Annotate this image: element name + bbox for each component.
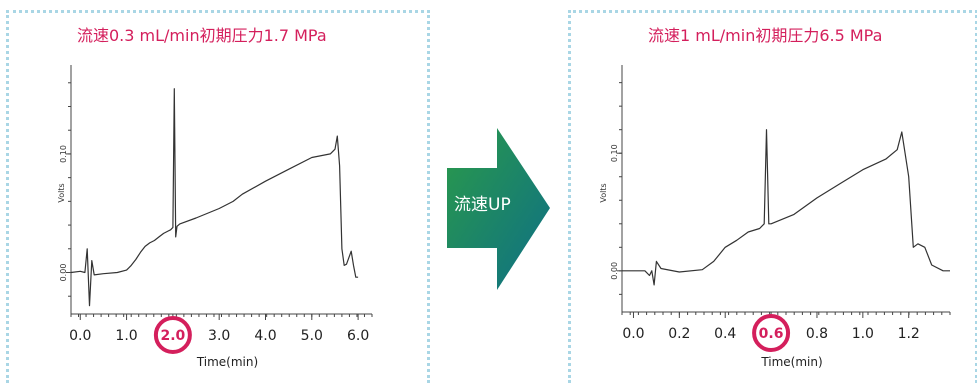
chromatogram-right: 0.0 0.2 0.4 0.6 0.8 1.0 1.2 0.00 0.10 Volts Time(m… xyxy=(599,65,951,369)
x-tick-label: 0.2 xyxy=(668,326,690,342)
x-tick-label: 0.0 xyxy=(69,328,91,344)
x-axis-title: Time(min) xyxy=(760,355,822,369)
y-axis-title: Volts xyxy=(57,183,66,202)
y-tick-label: 0.10 xyxy=(610,144,619,162)
x-tick-label: 4.0 xyxy=(254,328,276,344)
highlight-tick-label: 2.0 xyxy=(160,328,185,344)
chromatogram-left: 0.0 1.0 2.0 3.0 4.0 5.0 6.0 0.00 0.10 Volts Time(m… xyxy=(57,65,373,369)
x-tick-label: 0.4 xyxy=(714,326,736,342)
highlight-tick-label: 0.6 xyxy=(759,326,784,342)
chromatogram-comparison: 0.0 1.0 2.0 3.0 4.0 5.0 6.0 0.00 0.10 Volts Time(m… xyxy=(57,65,951,369)
right-panel-frame xyxy=(568,10,977,383)
chart-title-left: 流速0.3 mL/min初期圧力1.7 MPa xyxy=(77,26,327,45)
chromatogram-trace xyxy=(622,129,950,286)
highlight-circle xyxy=(752,314,791,352)
x-tick-label: 1.0 xyxy=(852,326,874,342)
x-axis-title: Time(min) xyxy=(196,355,258,369)
x-tick-label: 0.0 xyxy=(622,326,644,342)
y-tick-label: 0.00 xyxy=(610,262,619,280)
y-tick-label: 0.00 xyxy=(59,264,68,282)
x-tick-label: 6.0 xyxy=(347,328,369,344)
y-tick-label: 0.10 xyxy=(59,145,68,163)
x-tick-label: 1.2 xyxy=(898,326,920,342)
highlight-circle xyxy=(153,316,192,354)
y-axis-title: Volts xyxy=(599,183,608,202)
x-tick-label: 1.0 xyxy=(115,328,137,344)
x-tick-label: 0.8 xyxy=(806,326,828,342)
x-tick-label: 3.0 xyxy=(208,328,230,344)
x-tick-label: 5.0 xyxy=(301,328,323,344)
arrow-label: 流速UP xyxy=(454,195,511,215)
chromatogram-trace xyxy=(70,88,359,307)
left-panel-frame xyxy=(6,10,430,383)
chart-title-right: 流速1 mL/min初期圧力6.5 MPa xyxy=(648,26,883,45)
flow-rate-up-arrow xyxy=(447,128,550,290)
